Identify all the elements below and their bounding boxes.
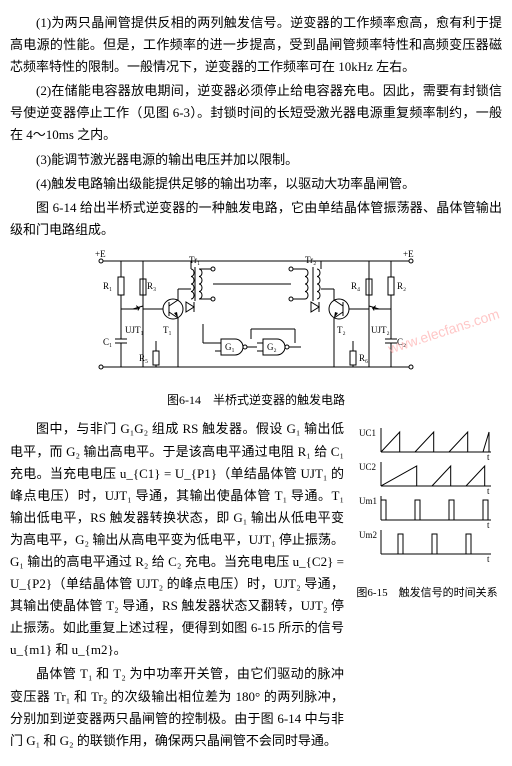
figure-main-caption: 图6-14 半桥式逆变器的触发电路 — [10, 390, 502, 410]
svg-text:T₂: T₂ — [337, 325, 346, 335]
paragraph-1: (1)为两只晶闸管提供反相的两列触发信号。逆变器的工作频率愈高，愈有利于提高电源… — [10, 12, 502, 78]
svg-text:UC1: UC1 — [359, 428, 376, 438]
paragraph-2: (2)在储能电容器放电期间，逆变器必须停止给电容器充电。因此，需要有封锁信号使逆… — [10, 80, 502, 146]
svg-text:UJT₁: UJT₁ — [125, 325, 144, 335]
svg-text:t: t — [487, 554, 490, 564]
figure-main-circuit: +E +E R₁ UJT₁ R₃ C₁ T₁ Tr₁ G₁ G₂ R₂ UJT₂ R₄ C₂ T₂ Tr₂ R₅… — [91, 249, 421, 379]
paragraph-7: 晶体管 T₁ 和 T₂ 为中功率开关管，由它们驱动的脉冲变压器 Tr₁ 和 Tr… — [10, 663, 344, 751]
svg-text:UJT₂: UJT₂ — [371, 325, 390, 335]
svg-text:t: t — [487, 452, 490, 462]
paragraph-4: (4)触发电路输出级能提供足够的输出功率，以驱动大功率晶闸管。 — [10, 173, 502, 195]
svg-text:C₁: C₁ — [103, 337, 112, 347]
svg-text:R₃: R₃ — [147, 281, 156, 291]
paragraph-3: (3)能调节激光器电源的输出电压并加以限制。 — [10, 149, 502, 171]
svg-text:+E: +E — [95, 249, 106, 259]
paragraph-6: 图中，与非门 G₁G₂ 组成 RS 触发器。假设 G₁ 输出低电平，而 G₂ 输… — [10, 418, 344, 661]
svg-text:R₄: R₄ — [351, 281, 360, 291]
svg-text:Um2: Um2 — [359, 530, 377, 540]
figure-waveform: t t t t UC1 UC2 Um1 Um2 — [357, 424, 497, 574]
svg-text:G₁: G₁ — [225, 342, 235, 352]
svg-text:t: t — [487, 486, 490, 496]
paragraph-5: 图 6-14 给出半桥式逆变器的一种触发电路，它由单结晶体管振荡器、晶体管输出级… — [10, 197, 502, 241]
svg-text:R₂: R₂ — [397, 281, 406, 291]
svg-text:R₆: R₆ — [359, 353, 368, 363]
svg-text:t: t — [487, 520, 490, 530]
svg-text:R₅: R₅ — [139, 353, 148, 363]
svg-text:Tr₁: Tr₁ — [189, 255, 200, 265]
svg-text:UC2: UC2 — [359, 462, 376, 472]
figure-wave-caption: 图6-15 触发信号的时间关系 — [352, 584, 502, 603]
svg-text:G₂: G₂ — [267, 342, 277, 352]
svg-text:C₂: C₂ — [397, 337, 406, 347]
svg-text:T₁: T₁ — [163, 325, 172, 335]
svg-text:+E: +E — [403, 249, 414, 259]
svg-text:Tr₂: Tr₂ — [305, 255, 316, 265]
figure-main-wrap: +E +E R₁ UJT₁ R₃ C₁ T₁ Tr₁ G₁ G₂ R₂ UJT₂ R₄ C₂ T₂ Tr₂ R₅… — [10, 249, 502, 386]
svg-text:R₁: R₁ — [103, 281, 112, 291]
svg-text:Um1: Um1 — [359, 496, 377, 506]
